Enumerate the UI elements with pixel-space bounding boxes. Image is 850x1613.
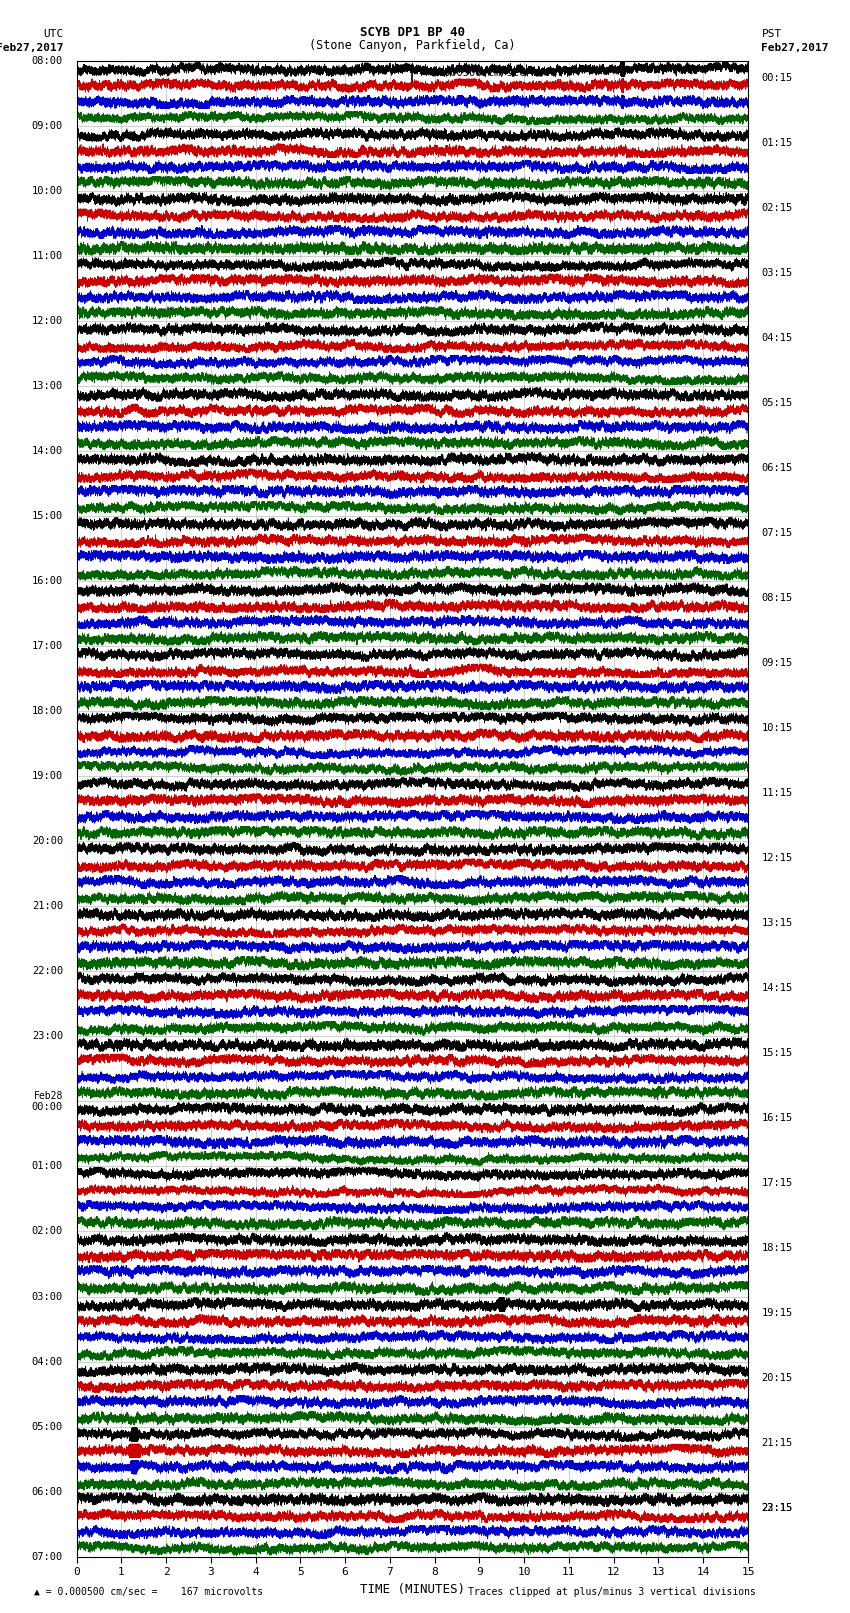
Text: 04:15: 04:15 (762, 332, 793, 342)
Text: 16:15: 16:15 (762, 1113, 793, 1123)
Text: 22:00: 22:00 (31, 966, 63, 976)
Text: 23:00: 23:00 (31, 1031, 63, 1042)
Text: 10:00: 10:00 (31, 187, 63, 197)
X-axis label: TIME (MINUTES): TIME (MINUTES) (360, 1582, 465, 1595)
Text: 23:15: 23:15 (762, 1503, 793, 1513)
Text: Feb27,2017: Feb27,2017 (762, 44, 829, 53)
Text: Traces clipped at plus/minus 3 vertical divisions: Traces clipped at plus/minus 3 vertical … (468, 1587, 756, 1597)
Text: 04:00: 04:00 (31, 1357, 63, 1366)
Text: 01:15: 01:15 (762, 137, 793, 147)
Text: 13:15: 13:15 (762, 918, 793, 927)
Text: (Stone Canyon, Parkfield, Ca): (Stone Canyon, Parkfield, Ca) (309, 39, 516, 52)
Text: 10:15: 10:15 (762, 723, 793, 732)
Text: 15:00: 15:00 (31, 511, 63, 521)
Text: 11:15: 11:15 (762, 787, 793, 798)
Text: 00:00: 00:00 (31, 1102, 63, 1111)
Text: 20:15: 20:15 (762, 1373, 793, 1382)
Text: 06:15: 06:15 (762, 463, 793, 473)
Text: 20:00: 20:00 (31, 837, 63, 847)
Text: 15:15: 15:15 (762, 1048, 793, 1058)
Text: 05:00: 05:00 (31, 1421, 63, 1431)
Text: ▲ = 0.000500 cm/sec =    167 microvolts: ▲ = 0.000500 cm/sec = 167 microvolts (34, 1587, 264, 1597)
Text: 06:00: 06:00 (31, 1487, 63, 1497)
Text: 00:15: 00:15 (762, 73, 793, 82)
Text: 03:15: 03:15 (762, 268, 793, 277)
Text: 07:00: 07:00 (31, 1552, 63, 1561)
Text: 05:15: 05:15 (762, 397, 793, 408)
Text: 17:15: 17:15 (762, 1177, 793, 1187)
Text: 21:15: 21:15 (762, 1437, 793, 1448)
Text: 11:00: 11:00 (31, 252, 63, 261)
Text: 16:00: 16:00 (31, 576, 63, 587)
Text: 08:00: 08:00 (31, 56, 63, 66)
Text: SCYB DP1 BP 40: SCYB DP1 BP 40 (360, 26, 465, 39)
Text: 12:15: 12:15 (762, 853, 793, 863)
Text: 21:00: 21:00 (31, 902, 63, 911)
Text: 18:00: 18:00 (31, 706, 63, 716)
Text: 18:15: 18:15 (762, 1242, 793, 1253)
Text: 19:15: 19:15 (762, 1308, 793, 1318)
Text: PST: PST (762, 29, 782, 39)
Text: 14:00: 14:00 (31, 447, 63, 456)
Text: Feb28: Feb28 (34, 1090, 63, 1100)
Text: UTC: UTC (42, 29, 63, 39)
Text: 09:15: 09:15 (762, 658, 793, 668)
Text: 02:00: 02:00 (31, 1226, 63, 1237)
Text: 07:15: 07:15 (762, 527, 793, 537)
Text: 13:00: 13:00 (31, 381, 63, 392)
Text: 01:00: 01:00 (31, 1161, 63, 1171)
Text: 14:15: 14:15 (762, 982, 793, 992)
Text: 17:00: 17:00 (31, 642, 63, 652)
Text: 12:00: 12:00 (31, 316, 63, 326)
Text: 09:00: 09:00 (31, 121, 63, 131)
Text: Feb27,2017: Feb27,2017 (0, 44, 63, 53)
Text: 03:00: 03:00 (31, 1292, 63, 1302)
Text: 22:15: 22:15 (762, 1503, 793, 1513)
Text: 08:15: 08:15 (762, 592, 793, 603)
Text: 02:15: 02:15 (762, 203, 793, 213)
Text: 19:00: 19:00 (31, 771, 63, 781)
Text: = 0.000500 cm/sec: = 0.000500 cm/sec (419, 68, 525, 77)
